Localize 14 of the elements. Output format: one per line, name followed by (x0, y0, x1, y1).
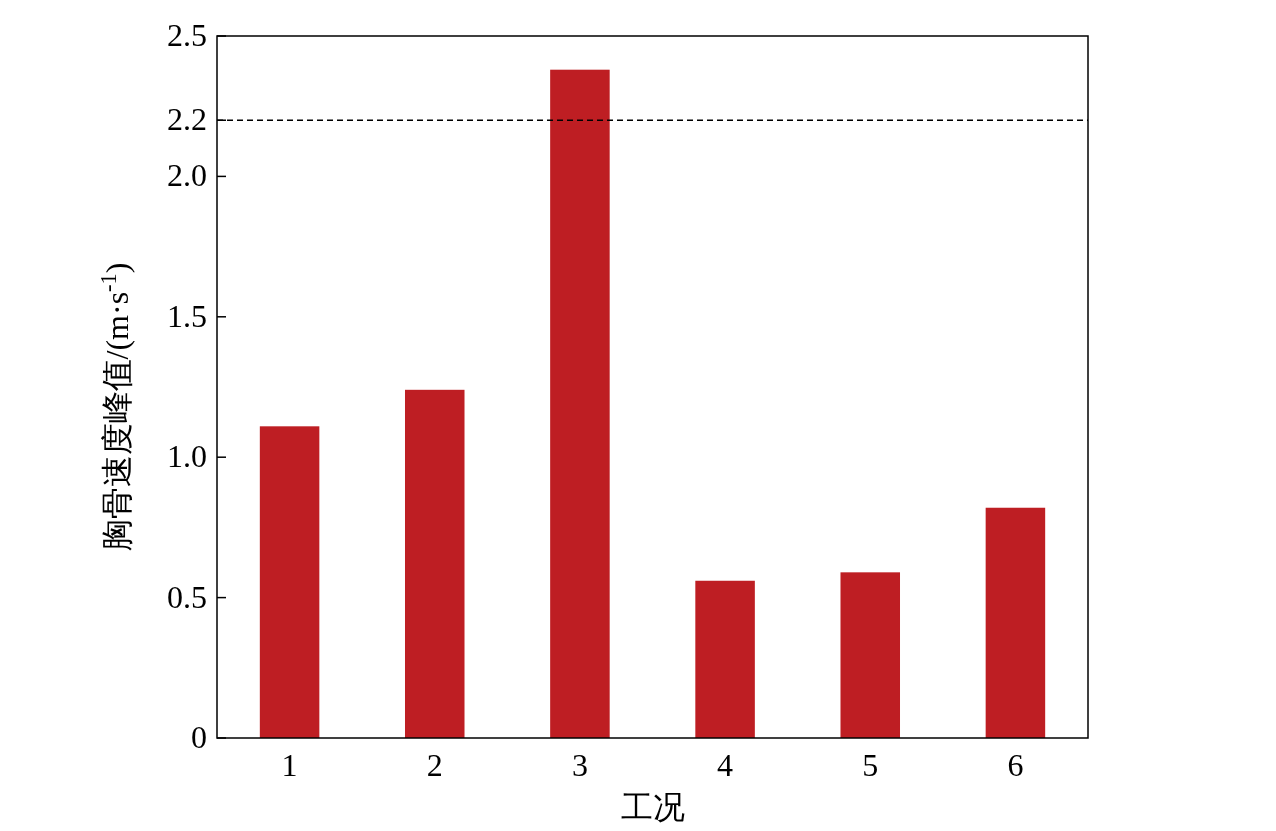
y-tick-label: 1.5 (167, 297, 207, 334)
x-tick-label: 3 (571, 747, 588, 783)
x-axis-title: 工况 (620, 789, 685, 825)
y-tick-label: 2.5 (167, 17, 207, 53)
x-tick-label: 6 (1007, 747, 1024, 783)
x-tick-label: 1 (281, 747, 298, 783)
y-tick-label: 2.0 (167, 157, 207, 194)
x-tick-label: 4 (717, 747, 734, 783)
x-tick-label: 2 (426, 747, 443, 783)
y-tick-label: 1.0 (167, 438, 207, 475)
y-tick-label: 0.5 (167, 578, 207, 615)
x-tick-label: 5 (862, 747, 879, 783)
y-tick-label: 2.2 (167, 101, 207, 138)
y-tick-label: 0 (191, 719, 207, 755)
